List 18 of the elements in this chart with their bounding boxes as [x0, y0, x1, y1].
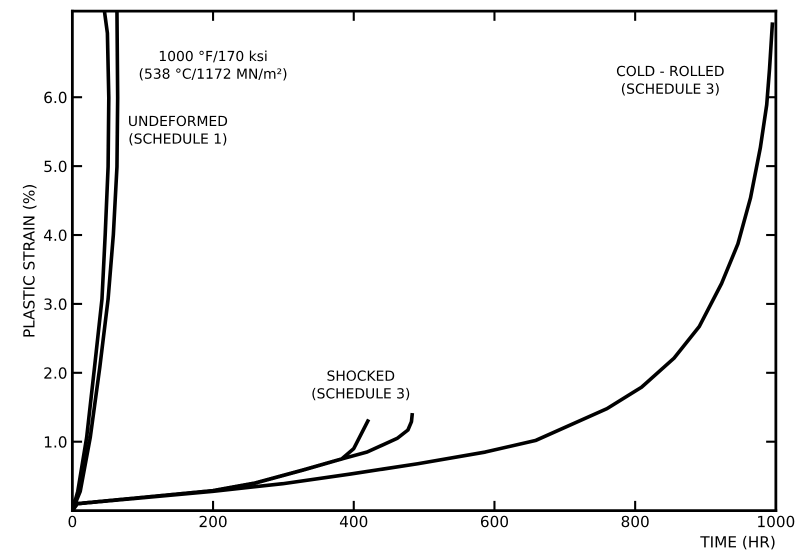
- x-tick-label: 600: [480, 516, 508, 528]
- y-tick-label: 5.0: [44, 160, 66, 172]
- y-axis-title: PLASTIC STRAIN (%): [22, 185, 36, 336]
- x-tick-label: 1000: [758, 516, 794, 528]
- x-tick-label: 400: [340, 516, 368, 528]
- annotation: SHOCKED (SCHEDULE 3): [312, 370, 410, 400]
- y-tick-label: 6.0: [44, 92, 66, 104]
- y-tick-label: 1.0: [44, 436, 66, 448]
- annotation: 1000 °F/170 ksi (538 °C/1172 MN/m²): [140, 50, 286, 81]
- x-tick-label: 800: [622, 516, 649, 528]
- y-tick-label: 4.0: [44, 229, 66, 242]
- annotation: UNDEFORMED (SCHEDULE 1): [129, 116, 228, 146]
- y-tick-label: 3.0: [44, 298, 66, 310]
- x-tick-label: 0: [68, 516, 76, 528]
- annotation: COLD - ROLLED (SCHEDULE 3): [616, 66, 724, 96]
- y-tick-label: 2.0: [44, 367, 66, 379]
- x-tick-label: 200: [200, 516, 227, 528]
- x-axis-title: TIME (HR): [700, 536, 775, 550]
